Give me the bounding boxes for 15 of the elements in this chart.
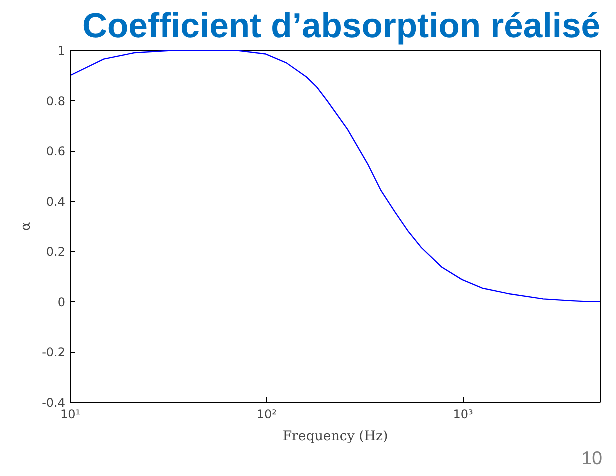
x-axis-title: Frequency (Hz) bbox=[282, 430, 388, 444]
y-tick-label: 0 bbox=[58, 295, 66, 310]
chart-title: Coefficient d’absorption réalisé bbox=[82, 8, 601, 46]
y-tick-label: -0.2 bbox=[42, 346, 66, 360]
y-tick-label: 0.4 bbox=[46, 194, 66, 209]
y-axis-title: α bbox=[19, 222, 34, 231]
x-tick-label: 10³ bbox=[453, 408, 474, 422]
y-tick-label: 0.8 bbox=[46, 94, 66, 108]
y-tick-label: -0.4 bbox=[42, 396, 66, 410]
y-tick-label: 0.2 bbox=[46, 245, 66, 260]
x-tick-label: 10² bbox=[256, 408, 278, 422]
y-tick-label: 0.6 bbox=[46, 144, 66, 159]
text: 10 bbox=[582, 448, 603, 468]
x-tick-label: 10¹ bbox=[60, 408, 81, 422]
y-tick-label: 1 bbox=[58, 44, 66, 58]
